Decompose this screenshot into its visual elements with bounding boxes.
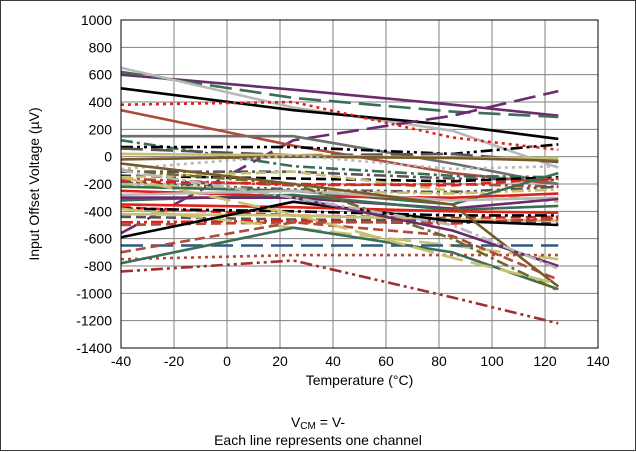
series-line-13 [120, 155, 559, 163]
series-line-11 [120, 147, 559, 164]
series-line-9 [120, 139, 559, 179]
x-tick-label: 20 [272, 353, 288, 369]
series-line-18 [120, 177, 559, 188]
series-layer [120, 66, 560, 325]
y-tick-label: -800 [84, 258, 112, 274]
plot-frame [120, 19, 599, 349]
series-line-19 [120, 177, 559, 187]
y-tick-label: -600 [84, 231, 112, 247]
series-line-40 [120, 259, 559, 325]
caption-vcm-prefix: V [290, 414, 301, 430]
y-tick-label: -1400 [76, 340, 112, 356]
caption-channel-note: Each line represents one channel [214, 432, 422, 448]
series-line-44 [120, 175, 559, 286]
series-line-28 [120, 205, 559, 220]
series-line-4 [120, 87, 559, 141]
y-tick-label: -400 [84, 203, 112, 219]
x-tick-label: 80 [431, 353, 447, 369]
x-tick-label: -20 [164, 353, 184, 369]
y-tick-label: 200 [89, 121, 113, 137]
series-line-37 [120, 221, 559, 281]
y-tick-label: 600 [89, 67, 113, 83]
series-line-14 [120, 154, 559, 171]
y-tick-label: -1200 [76, 313, 112, 329]
series-line-1 [120, 73, 559, 117]
series-line-10 [121, 143, 559, 156]
y-axis-title: Input Offset Voltage (µV) [26, 107, 42, 260]
x-tick-label: 140 [586, 353, 610, 369]
series-line-29 [120, 207, 559, 217]
x-tick-label: 60 [378, 353, 394, 369]
x-tick-label: -40 [111, 353, 131, 369]
series-line-33 [120, 218, 559, 227]
caption-vcm-suffix: = V- [315, 414, 346, 430]
y-tick-label: 1000 [81, 12, 112, 28]
series-line-24 [120, 189, 559, 202]
caption-vcm-sub: CM [300, 421, 316, 432]
series-line-21 [120, 182, 559, 195]
y-tick-label: 400 [89, 94, 113, 110]
x-tick-label: 120 [533, 353, 557, 369]
x-tick-label: 40 [325, 353, 341, 369]
y-tick-label: 0 [104, 149, 112, 165]
y-tick-label: -200 [84, 176, 112, 192]
y-tick-label: 800 [89, 39, 113, 55]
series-line-16 [120, 174, 559, 183]
series-line-38 [120, 253, 559, 261]
series-line-6 [120, 100, 559, 152]
x-axis-title: Temperature (°C) [306, 372, 414, 388]
caption-vcm: VCM = V- [1, 414, 635, 432]
x-tick-label: 0 [223, 353, 231, 369]
series-line-2 [120, 70, 559, 119]
series-line-27 [120, 203, 559, 214]
tick-layer: 10008006004002000-200-400-600-800-1000-1… [76, 12, 610, 369]
series-line-45 [120, 169, 559, 270]
y-tick-label: -1000 [76, 285, 112, 301]
x-tick-label: 100 [480, 353, 504, 369]
